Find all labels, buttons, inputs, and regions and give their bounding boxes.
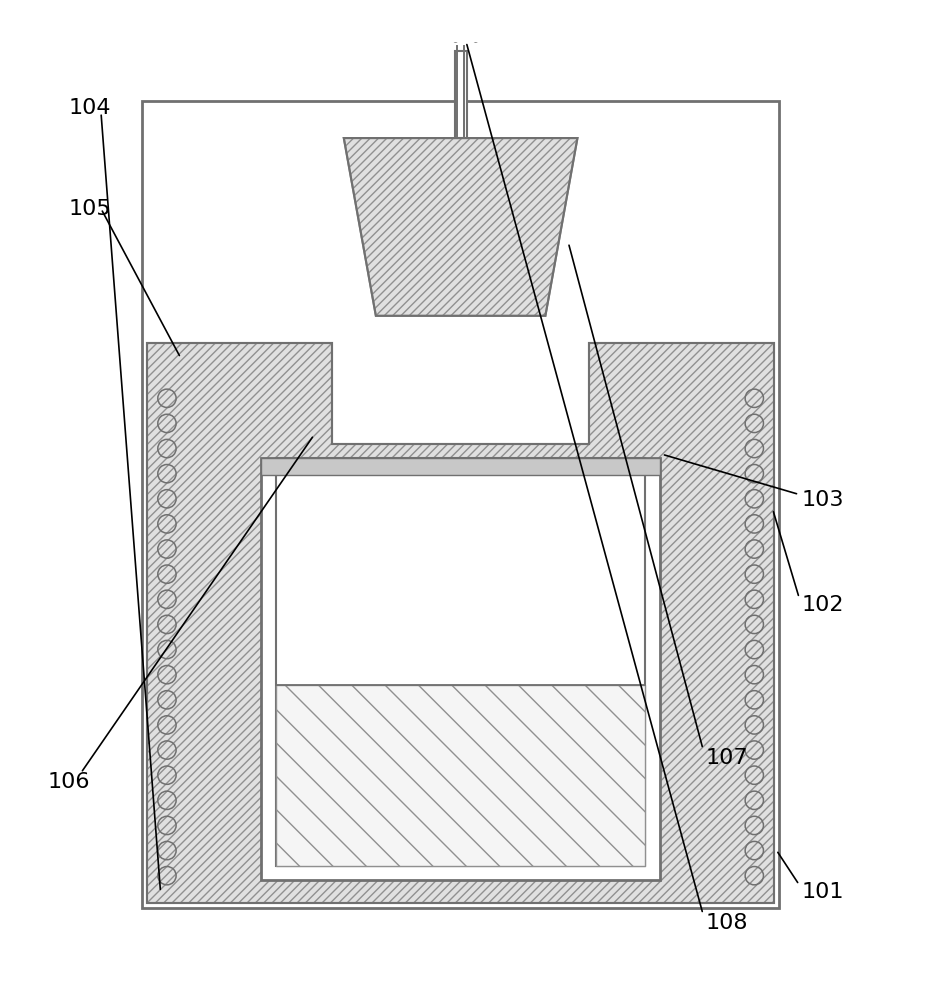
Bar <box>454 51 467 138</box>
Text: 106: 106 <box>48 772 91 792</box>
Text: 102: 102 <box>802 595 844 615</box>
Polygon shape <box>147 343 774 903</box>
Bar <box>142 101 779 908</box>
Text: 104: 104 <box>69 98 111 118</box>
Text: 103: 103 <box>802 490 844 510</box>
Bar <box>262 458 660 880</box>
Bar <box>262 458 660 475</box>
Polygon shape <box>344 138 578 316</box>
Bar <box>276 458 645 866</box>
Text: 105: 105 <box>69 199 111 219</box>
Bar <box>276 685 645 866</box>
Text: 101: 101 <box>802 882 844 902</box>
Text: 108: 108 <box>706 913 748 933</box>
Text: 107: 107 <box>706 748 748 768</box>
